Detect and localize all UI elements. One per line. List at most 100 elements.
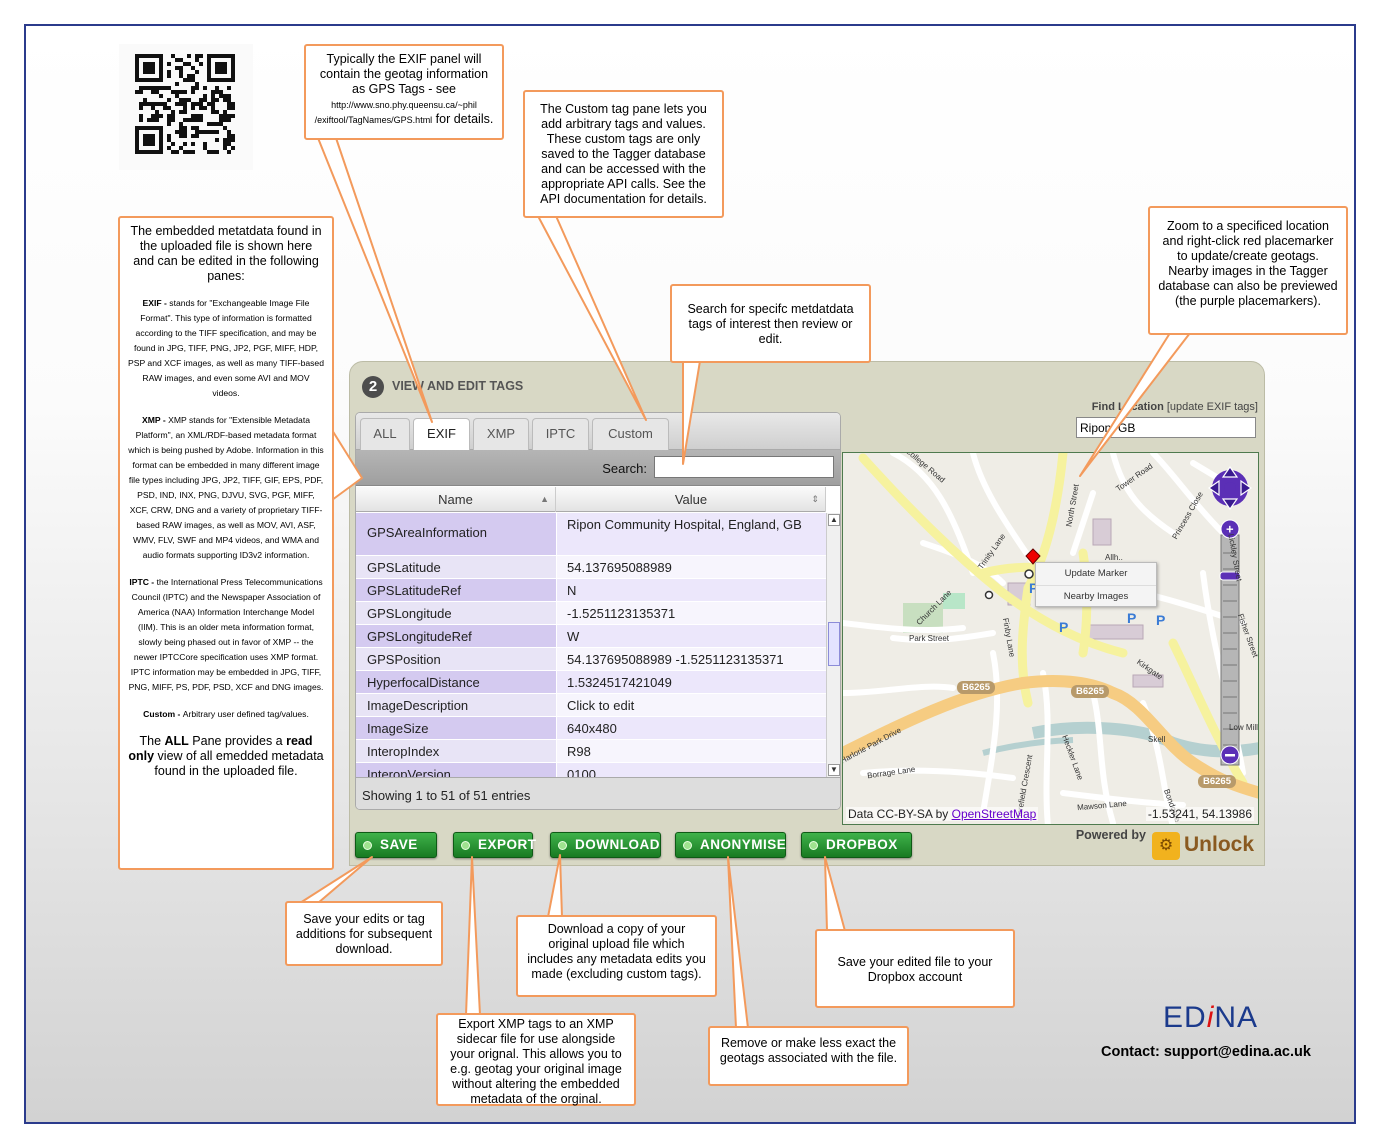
callout-search: Search for specifc metdatdata tags of in… bbox=[670, 284, 871, 363]
button-dot-icon bbox=[809, 841, 818, 850]
tag-value-cell[interactable]: W bbox=[557, 625, 826, 647]
tab-custom[interactable]: Custom bbox=[592, 418, 669, 450]
column-header-value[interactable]: Value ⇕ bbox=[557, 487, 826, 512]
tag-name-cell: ImageDescription bbox=[356, 694, 556, 716]
map-street-label: Park Street bbox=[909, 634, 950, 643]
section-title: VIEW AND EDIT TAGS bbox=[392, 379, 524, 393]
callout-exif-tail: for details. bbox=[435, 112, 494, 126]
map-street-label: Allh.. bbox=[1105, 553, 1123, 562]
table-row[interactable]: ImageSize 640x480 bbox=[356, 717, 826, 740]
map-view[interactable]: P P P P + bbox=[842, 452, 1259, 825]
menu-item-nearby-images[interactable]: Nearby Images bbox=[1036, 585, 1156, 607]
tab-exif[interactable]: EXIF bbox=[413, 418, 470, 451]
export-button[interactable]: EXPORT bbox=[453, 832, 536, 858]
table-info: Showing 1 to 51 of 51 entries bbox=[356, 777, 840, 809]
svg-text:+: + bbox=[1226, 522, 1234, 537]
table-row[interactable]: InteropIndex R98 bbox=[356, 740, 826, 763]
table-row[interactable]: InteropVersion 0100 bbox=[356, 763, 826, 777]
table-row[interactable]: GPSLongitudeRef W bbox=[356, 625, 826, 648]
callout-exif-panel: Typically the EXIF panel will contain th… bbox=[304, 44, 504, 140]
table-row[interactable]: ImageDescription Click to edit bbox=[356, 694, 826, 717]
save-button[interactable]: SAVE bbox=[355, 832, 437, 858]
scroll-thumb[interactable] bbox=[828, 622, 840, 666]
callout-custom-pane: The Custom tag pane lets you add arbitra… bbox=[523, 90, 724, 218]
tag-value-cell[interactable]: N bbox=[557, 579, 826, 601]
table-row[interactable]: GPSLongitude -1.5251123135371 bbox=[356, 602, 826, 625]
anonymise-button[interactable]: ANONYMISE bbox=[675, 832, 786, 858]
unlock-icon: ⚙ bbox=[1152, 832, 1180, 860]
tab-xmp[interactable]: XMP bbox=[473, 418, 529, 450]
tab-all[interactable]: ALL bbox=[360, 418, 410, 450]
dropbox-button[interactable]: DROPBOX bbox=[801, 832, 912, 858]
table-row[interactable]: GPSLatitude 54.137695088989 bbox=[356, 556, 826, 579]
callout-metadata-panes: The embedded metatdata found in the uplo… bbox=[118, 216, 334, 870]
contact-email: Contact: support@edina.ac.uk bbox=[1101, 1044, 1311, 1060]
tag-value-cell[interactable]: Click to edit bbox=[557, 694, 826, 716]
button-dot-icon bbox=[461, 841, 470, 850]
tag-table-panel: ALL EXIF XMP IPTC Custom Search: Name ▲ V… bbox=[355, 412, 841, 810]
search-bar: Search: bbox=[356, 450, 840, 486]
callout-download: Download a copy of your original upload … bbox=[516, 915, 717, 997]
custom-description: Custom - Arbitrary user defined tag/valu… bbox=[143, 709, 309, 719]
tag-value-cell[interactable]: Ripon Community Hospital, England, GB bbox=[557, 513, 826, 555]
tag-name-cell: GPSLongitudeRef bbox=[356, 625, 556, 647]
tag-value-cell[interactable]: 1.5324517421049 bbox=[557, 671, 826, 693]
table-row[interactable]: GPSAreaInformation Ripon Community Hospit… bbox=[356, 513, 826, 556]
table-header: Name ▲ Value ⇕ bbox=[356, 487, 826, 512]
road-shield-b6265: B6265 bbox=[1198, 775, 1236, 788]
map-tiles: P P P P + bbox=[843, 453, 1258, 824]
callout-exif-link: http://www.sno.phy.queensu.ca/~phil /exi… bbox=[314, 100, 477, 125]
svg-text:P: P bbox=[1029, 580, 1038, 596]
svg-text:P: P bbox=[1127, 610, 1136, 626]
tag-value-cell[interactable]: R98 bbox=[557, 740, 826, 762]
update-exif-tags-link[interactable]: [update EXIF tags] bbox=[1166, 401, 1258, 413]
sort-asc-icon: ▲ bbox=[540, 494, 549, 504]
scroll-up-arrow-icon[interactable]: ▲ bbox=[828, 514, 840, 526]
tab-iptc[interactable]: IPTC bbox=[532, 418, 589, 450]
search-input[interactable] bbox=[654, 456, 834, 478]
unlock-wordmark: Unlock bbox=[1184, 833, 1255, 856]
step-number-badge: 2 bbox=[362, 376, 384, 398]
table-scrollbar[interactable]: ▲ ▼ bbox=[826, 513, 840, 777]
menu-item-update-marker[interactable]: Update Marker bbox=[1064, 568, 1128, 579]
xmp-description: XMP - XMP stands for "Extensible Metadat… bbox=[128, 415, 324, 560]
find-location-label: Find Location [update EXIF tags] bbox=[1091, 401, 1258, 413]
powered-by-label: Powered by bbox=[1075, 828, 1146, 842]
map-context-menu: Update Marker Nearby Images bbox=[1035, 562, 1157, 607]
tag-value-cell[interactable]: 54.137695088989 -1.5251123135371 bbox=[557, 648, 826, 670]
callout-anonymise: Remove or make less exact the geotags as… bbox=[708, 1026, 909, 1086]
callout-save: Save your edits or tag additions for sub… bbox=[285, 901, 443, 966]
tag-name-cell: GPSLatitude bbox=[356, 556, 556, 578]
iptc-description: IPTC - the International Press Telecommu… bbox=[128, 577, 324, 692]
tag-value-cell[interactable]: 0100 bbox=[557, 763, 826, 777]
exif-description: EXIF - stands for "Exchangeable Image Fi… bbox=[128, 298, 324, 398]
scroll-down-arrow-icon[interactable]: ▼ bbox=[828, 764, 840, 776]
table-row[interactable]: HyperfocalDistance 1.5324517421049 bbox=[356, 671, 826, 694]
tag-name-cell: InteropVersion bbox=[356, 763, 556, 777]
table-row[interactable]: GPSLatitudeRef N bbox=[356, 579, 826, 602]
road-shield-b6265: B6265 bbox=[957, 681, 995, 694]
table-row[interactable]: GPSPosition 54.137695088989 -1.5251123135… bbox=[356, 648, 826, 671]
button-dot-icon bbox=[363, 841, 372, 850]
openstreetmap-link[interactable]: OpenStreetMap bbox=[951, 807, 1037, 821]
tag-value-cell[interactable]: -1.5251123135371 bbox=[557, 602, 826, 624]
svg-text:P: P bbox=[1059, 619, 1068, 635]
map-street-label: Skell bbox=[1148, 735, 1166, 744]
map-attribution: Data CC-BY-SA by OpenStreetMap bbox=[846, 807, 1039, 821]
tag-name-cell: InteropIndex bbox=[356, 740, 556, 762]
find-location-input[interactable] bbox=[1076, 417, 1256, 438]
table-body: GPSAreaInformation Ripon Community Hospit… bbox=[356, 513, 826, 777]
svg-text:P: P bbox=[1156, 612, 1165, 628]
download-button[interactable]: DOWNLOAD bbox=[550, 832, 661, 858]
panes-intro: The embedded metatdata found in the uplo… bbox=[130, 224, 322, 283]
tag-value-cell[interactable]: 640x480 bbox=[557, 717, 826, 739]
callout-export: Export XMP tags to an XMP sidecar file f… bbox=[436, 1013, 636, 1106]
sort-both-icon: ⇕ bbox=[811, 494, 819, 504]
unlock-logo: ⚙ Unlock bbox=[1152, 830, 1254, 862]
button-dot-icon bbox=[683, 841, 692, 850]
tag-name-cell: GPSLatitudeRef bbox=[356, 579, 556, 601]
tag-value-cell[interactable]: 54.137695088989 bbox=[557, 556, 826, 578]
column-header-name[interactable]: Name ▲ bbox=[356, 487, 556, 512]
tag-name-cell: ImageSize bbox=[356, 717, 556, 739]
search-label: Search: bbox=[602, 461, 647, 476]
